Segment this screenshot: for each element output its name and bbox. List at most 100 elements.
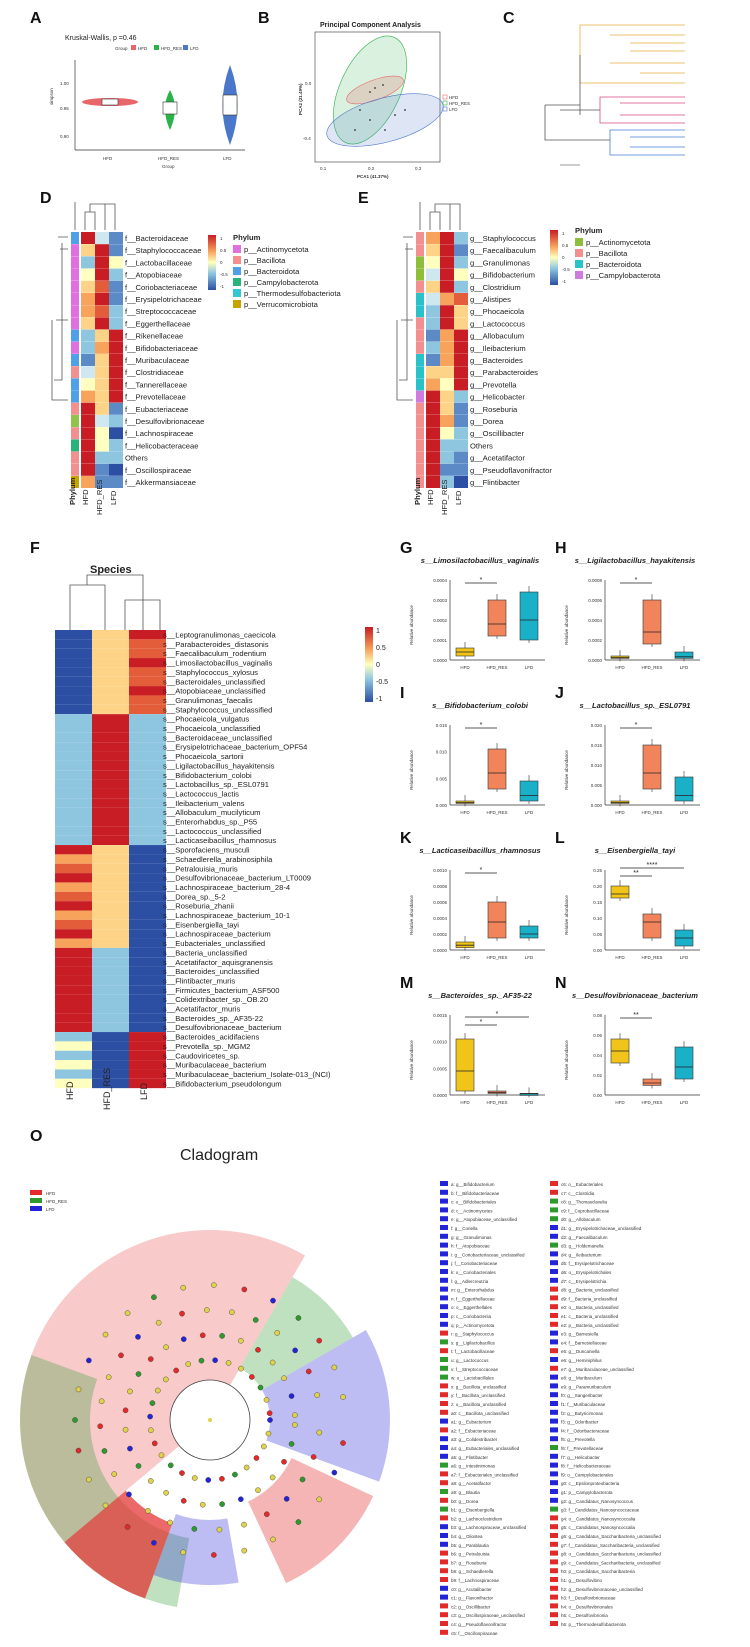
heat-cell <box>92 826 129 836</box>
key-swatch <box>440 1409 448 1415</box>
heat-cell <box>55 957 92 967</box>
key-entry: a: g__Bifidobacterium <box>451 1182 495 1187</box>
row-label: f__Rikenellaceae <box>125 332 183 341</box>
key-swatch <box>550 1365 558 1371</box>
clado-node <box>292 1422 298 1428</box>
key-entry: e9: g__Paramuribaculum <box>561 1384 612 1389</box>
key-entry: d2: g__Faecalibaculum <box>561 1235 608 1240</box>
heat-cell <box>95 354 109 366</box>
clado-node <box>219 1333 225 1339</box>
key-swatch <box>550 1304 558 1310</box>
heat-cell <box>426 341 440 354</box>
key-entry: c: o__Bifidobacteriales <box>451 1200 497 1205</box>
phylum-cell <box>416 341 424 354</box>
key-entry: v: f__Streptococcaceae <box>451 1367 499 1372</box>
key-entry: f8: f__Helicobacteraceae <box>561 1464 611 1469</box>
boxplot-title: s__Lactobacillus_sp._ESL0791 <box>580 701 691 710</box>
species-row-label: s__Colidextribacter_sp._OB.20 <box>163 995 268 1004</box>
heat-cell <box>454 232 468 244</box>
key-entry: c5: f__Oscillospiraceae <box>451 1631 498 1636</box>
species-row-label: s__Staphylococcus_unclassified <box>163 705 272 714</box>
row-label: f__Akkermansiaceae <box>125 478 196 487</box>
heat-cell <box>109 427 123 440</box>
box <box>487 901 507 939</box>
boxplot-title: s__Ligilactobacillus_hayakitensis <box>575 556 695 565</box>
heat-cell <box>55 1022 92 1033</box>
key-swatch <box>440 1383 448 1389</box>
xtick-group: HFD <box>615 1100 625 1105</box>
heat-cell <box>95 305 109 318</box>
row-label: f__Clostridiaceae <box>125 368 184 377</box>
phylum-cell <box>416 366 424 379</box>
heat-cell <box>129 966 166 976</box>
key-swatch <box>550 1286 558 1292</box>
phylum-cell <box>416 305 424 318</box>
key-swatch <box>440 1471 448 1477</box>
clado-node <box>283 1496 290 1502</box>
key-entry: h1: g__Desulfovibrio <box>561 1578 603 1583</box>
clade-sector <box>240 1277 353 1390</box>
species-row-label: s__Bacteroidaceae_unclassified <box>163 733 272 742</box>
heat-cell <box>92 957 129 967</box>
heat-cell <box>95 244 109 257</box>
clado-node <box>135 1463 142 1469</box>
clado-node <box>219 1501 225 1507</box>
key-swatch <box>550 1321 558 1327</box>
row-label: f__Erysipelotrichaceae <box>125 295 202 304</box>
key-swatch <box>440 1181 448 1186</box>
ytick: 0.06 <box>593 1033 602 1038</box>
heat-cell <box>55 919 92 930</box>
phylum-cell <box>416 378 424 391</box>
clado-legend-swatch-hfd <box>30 1190 42 1195</box>
heat-cell <box>55 938 92 948</box>
key-swatch <box>440 1198 448 1204</box>
heat-cell <box>92 882 129 892</box>
heat-cell <box>55 947 92 958</box>
phylum-cell <box>71 354 79 366</box>
key-swatch <box>550 1339 558 1345</box>
row-label: g__Bifidobacterium <box>470 271 535 280</box>
xtick-group: HFD <box>615 810 625 815</box>
row-label: f__Lachnospiraceae <box>125 429 193 438</box>
clado-node <box>316 1496 323 1503</box>
heat-cell <box>92 863 129 874</box>
ytick: 0.25 <box>593 868 602 873</box>
heat-cell <box>92 901 129 911</box>
clado-node <box>288 1393 295 1399</box>
clado-node <box>135 1334 141 1340</box>
clado-node <box>241 1547 248 1554</box>
heat-cell <box>129 994 166 1004</box>
heat-cell <box>92 891 129 902</box>
heat-cell <box>95 415 109 427</box>
key-swatch <box>550 1489 558 1494</box>
heat-cell <box>129 807 166 817</box>
xtick-group: LFD <box>680 665 689 670</box>
phylum-swatch <box>233 289 241 297</box>
heat-cell <box>129 1060 166 1070</box>
boxplot-title: s__Limosilactobacillus_vaginalis <box>421 556 539 565</box>
key-entry: b5: g__Parablautia <box>451 1543 489 1548</box>
key-entry: k: o__Coriobacteriales <box>451 1270 497 1275</box>
boxplot-title: s__Bifidobacterium_colobi <box>432 701 529 710</box>
heat-cell <box>454 317 468 330</box>
clado-node <box>212 1357 218 1364</box>
clado-node <box>75 1386 82 1393</box>
boxplot-h: s__Ligilactobacillus_hayakitensis Relativ… <box>564 556 700 670</box>
phylum-legend-title-e: Phylum <box>575 226 603 235</box>
key-swatch <box>550 1392 558 1398</box>
phylum-swatch <box>575 260 583 268</box>
species-row-label: s__Parabacteroides_distasonis <box>163 640 269 649</box>
heat-cell <box>454 463 468 476</box>
cbar-tick: -1 <box>562 279 566 284</box>
key-entry: g5: c__Candidatus_Nanosyncoccalia <box>561 1525 636 1530</box>
heat-cell <box>454 439 468 452</box>
heat-cell <box>129 1032 166 1042</box>
heat-cell <box>129 714 166 724</box>
heat-cell <box>55 788 92 799</box>
panel-letter-m: M <box>400 975 414 992</box>
phylum-cell <box>416 354 424 366</box>
row-label: f__Lactobacillaceae <box>125 258 192 267</box>
significance-stars: * <box>480 1019 483 1026</box>
phylum-label: p__Actinomycetota <box>244 245 309 254</box>
key-swatch <box>440 1321 448 1327</box>
